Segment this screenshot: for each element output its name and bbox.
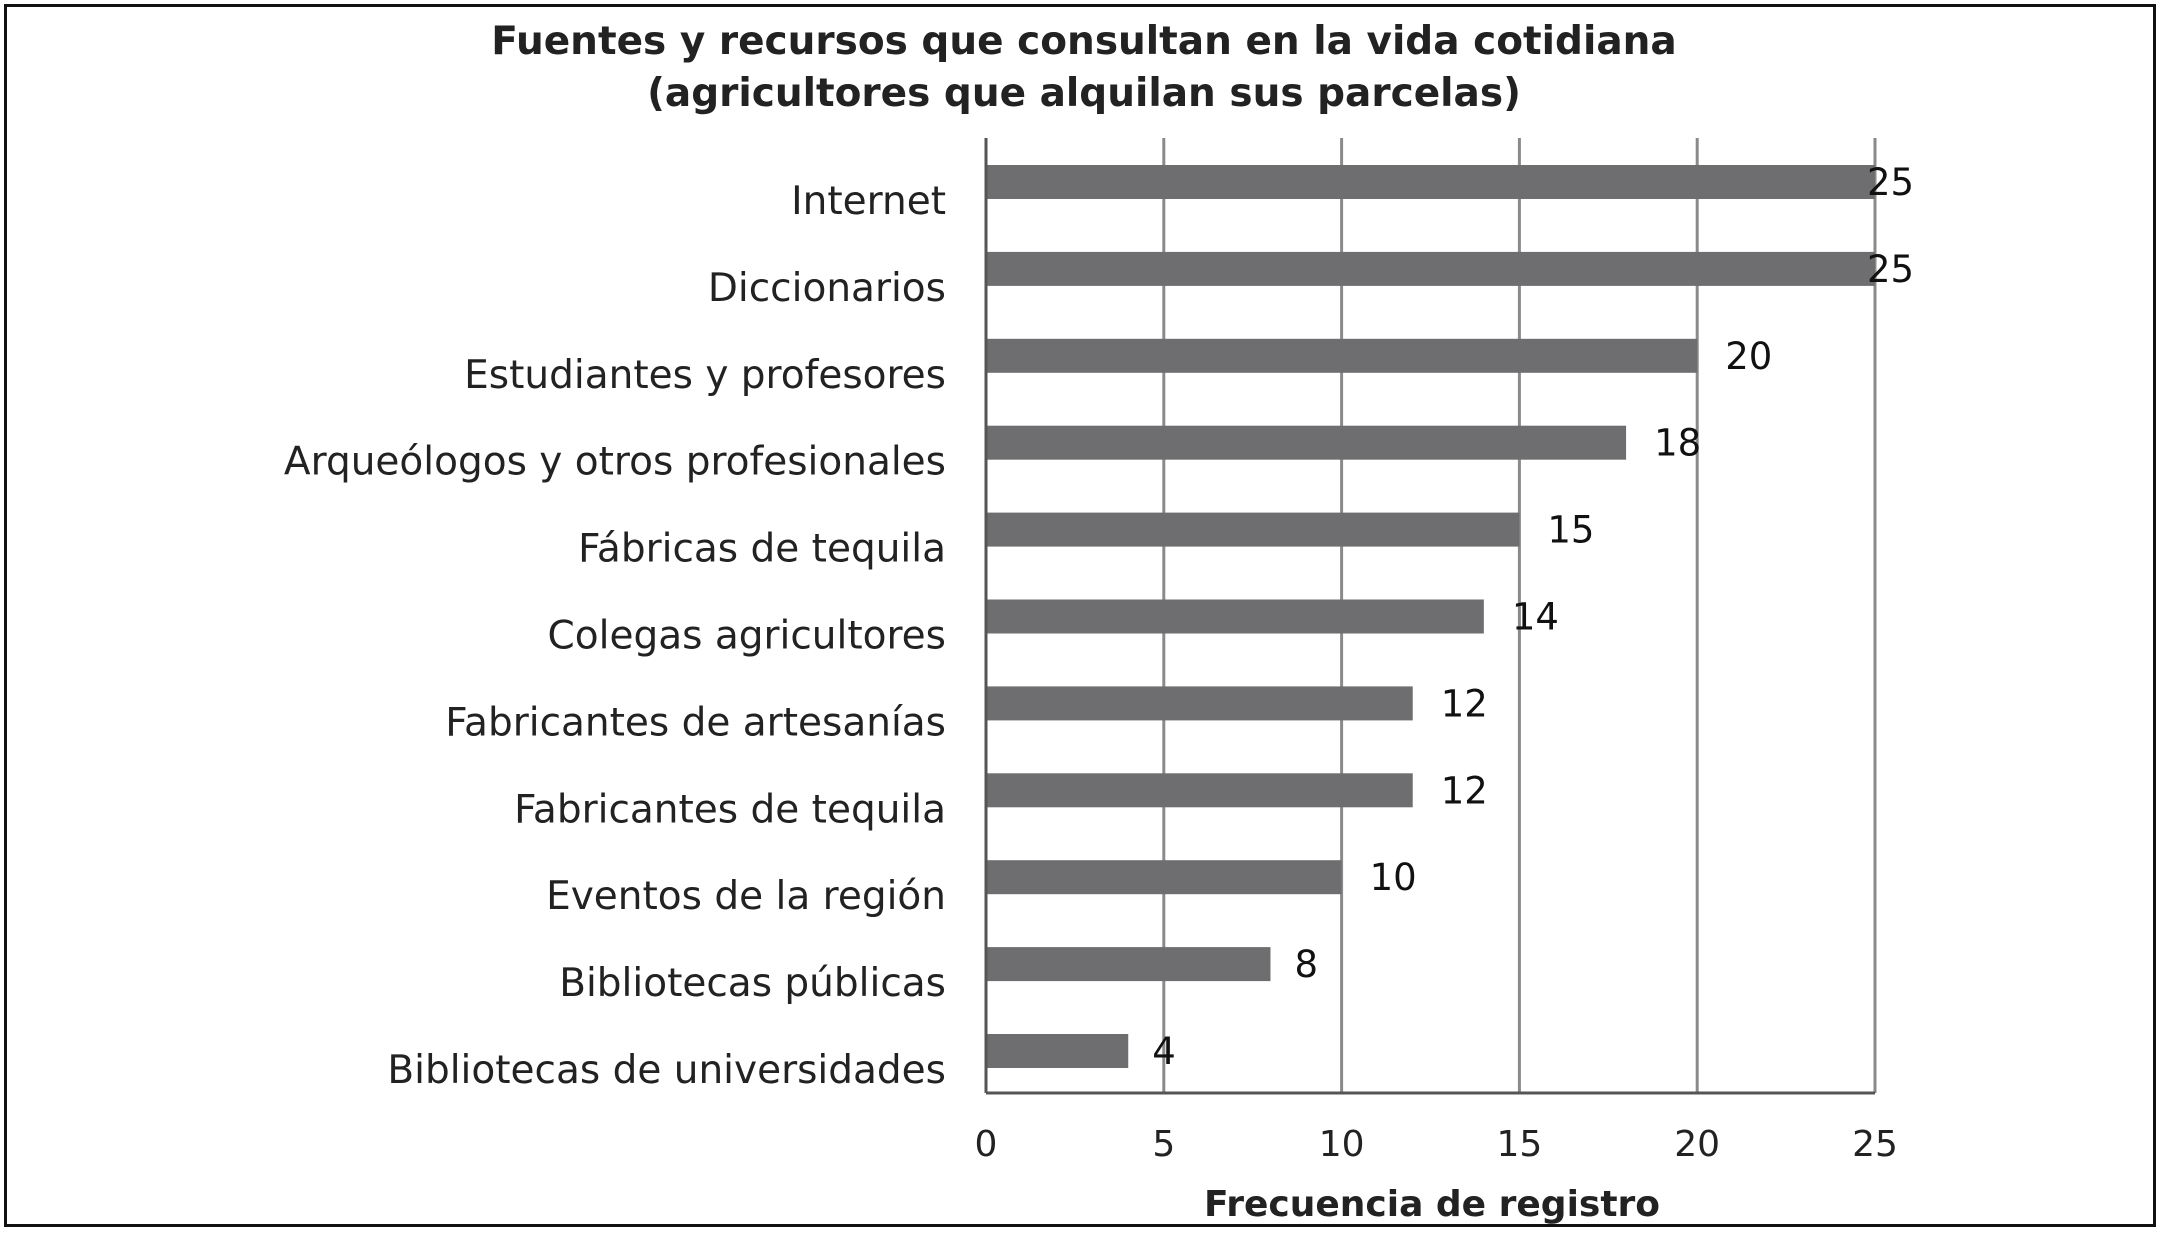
x-tick-label-10: 10 [1319, 1124, 1365, 1165]
value-label-8: 12 [1441, 769, 1488, 812]
bar-7 [986, 686, 1413, 721]
category-label-8: Fabricantes de tequila [514, 787, 946, 832]
bar-10 [986, 947, 1271, 982]
x-tick-label-5: 5 [1152, 1124, 1175, 1165]
bar-8 [986, 773, 1413, 808]
bars [986, 165, 1875, 1068]
value-label-10: 8 [1294, 943, 1318, 986]
category-label-1: Internet [791, 179, 946, 224]
category-labels: Internet Diccionarios Estudiantes y profes… [284, 179, 946, 1093]
x-tick-label-25: 25 [1852, 1124, 1898, 1165]
category-label-7: Fabricantes de artesanías [445, 700, 946, 745]
x-axis-title: Frecuencia de registro [1204, 1184, 1660, 1225]
category-label-5: Fábricas de tequila [578, 527, 946, 572]
bar-3 [986, 338, 1698, 373]
x-tick-label-15: 15 [1496, 1124, 1542, 1165]
chart-title-line-2: (agricultores que alquilan sus parcelas) [647, 71, 1521, 116]
category-label-6: Colegas agricultores [548, 614, 946, 659]
value-label-9: 10 [1370, 856, 1417, 899]
category-label-4: Arqueólogos y otros profesionales [284, 440, 946, 485]
value-label-11: 4 [1152, 1030, 1176, 1073]
x-tick-label-0: 0 [975, 1124, 998, 1165]
chart-title-line-1: Fuentes y recursos que consultan en la v… [491, 19, 1676, 64]
bar-1 [986, 165, 1875, 199]
bar-6 [986, 599, 1484, 634]
category-label-2: Diccionarios [708, 266, 946, 311]
bar-9 [986, 860, 1342, 895]
category-label-10: Bibliotecas públicas [559, 961, 946, 1006]
value-label-4: 18 [1654, 422, 1701, 465]
value-label-3: 20 [1725, 335, 1772, 378]
value-label-7: 12 [1441, 682, 1488, 725]
bar-5 [986, 512, 1520, 547]
category-label-9: Eventos de la región [546, 874, 946, 919]
value-label-1: 25 [1867, 161, 1914, 204]
value-label-2: 25 [1867, 248, 1914, 291]
chart-title: Fuentes y recursos que consultan en la v… [491, 19, 1676, 116]
x-axis: 0 5 10 15 20 25 [975, 138, 1898, 1165]
x-tick-label-20: 20 [1674, 1124, 1720, 1165]
category-label-3: Estudiantes y profesores [464, 353, 946, 398]
bar-2 [986, 251, 1875, 286]
value-labels: 25 25 20 18 15 14 12 12 10 8 4 [1152, 161, 1914, 1073]
bar-11 [986, 1034, 1129, 1068]
value-label-6: 14 [1512, 596, 1559, 639]
bar-4 [986, 425, 1627, 460]
value-label-5: 15 [1547, 509, 1594, 552]
category-label-11: Bibliotecas de universidades [387, 1048, 946, 1093]
